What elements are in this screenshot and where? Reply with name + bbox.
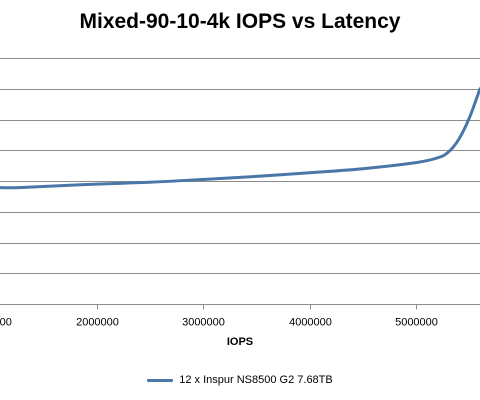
legend-swatch xyxy=(147,378,174,382)
series-line-0 xyxy=(0,87,480,190)
series-layer xyxy=(0,87,480,190)
legend: 12 x Inspur NS8500 G2 7.68TB xyxy=(0,374,480,386)
x-tick-labels: 1000000 2000000 3000000 4000000 5000000 xyxy=(0,317,438,329)
legend-label: 12 x Inspur NS8500 G2 7.68TB xyxy=(179,374,333,386)
x-tick-label-0: 1000000 xyxy=(0,317,12,329)
x-tick-label-3: 4000000 xyxy=(289,317,332,329)
grid-layer xyxy=(0,58,480,274)
x-tick-label-2: 3000000 xyxy=(182,317,225,329)
x-axis-label: IOPS xyxy=(226,336,254,348)
x-tick-label-1: 2000000 xyxy=(76,317,119,329)
x-tick-label-4: 5000000 xyxy=(395,317,438,329)
chart-title: Mixed-90-10-4k IOPS vs Latency xyxy=(79,10,401,33)
axis-layer xyxy=(0,304,480,310)
